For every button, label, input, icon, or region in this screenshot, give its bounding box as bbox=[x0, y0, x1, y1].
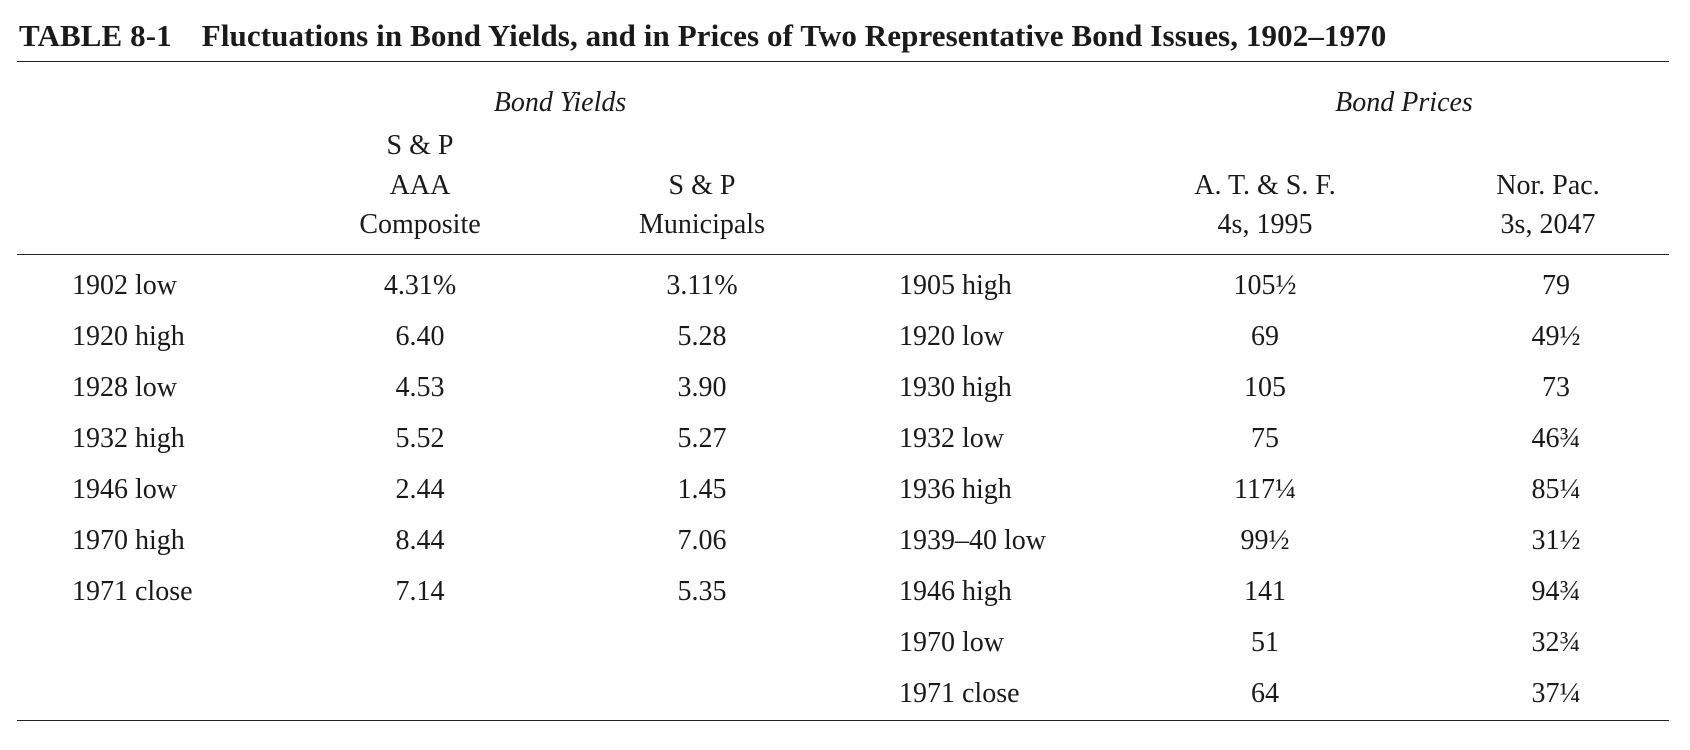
price-period-cell: 1936 high bbox=[899, 474, 1012, 505]
yield-muni-cell: 3.90 bbox=[677, 372, 727, 403]
yield-aaa-cell: 4.31% bbox=[383, 270, 457, 301]
header-atsf-line-2: 4s, 1995 bbox=[1217, 209, 1313, 240]
header-atsf-line-1: A. T. & S. F. bbox=[1194, 170, 1336, 201]
yield-muni-cell: 5.27 bbox=[677, 423, 727, 454]
price-norpac-cell: 46¾ bbox=[1531, 423, 1581, 454]
header-muni-line-1: S & P bbox=[668, 170, 736, 201]
price-atsf-cell: 105½ bbox=[1233, 270, 1297, 301]
bottom-rule bbox=[17, 720, 1669, 721]
yield-aaa-cell: 2.44 bbox=[395, 474, 445, 505]
price-atsf-cell: 141 bbox=[1244, 576, 1286, 607]
yield-aaa-cell: 7.14 bbox=[395, 576, 445, 607]
header-norpac-line-2: 3s, 2047 bbox=[1500, 209, 1596, 240]
price-period-cell: 1920 low bbox=[899, 321, 1004, 352]
yield-muni-cell: 1.45 bbox=[677, 474, 727, 505]
header-rule bbox=[17, 254, 1669, 255]
group-header-bond-yields: Bond Yields bbox=[493, 87, 627, 118]
yield-period-cell: 1946 low bbox=[72, 474, 177, 505]
header-muni-line-2: Municipals bbox=[639, 209, 765, 240]
price-norpac-cell: 85¼ bbox=[1531, 474, 1581, 505]
yield-muni-cell: 3.11% bbox=[666, 270, 738, 301]
price-norpac-cell: 79 bbox=[1542, 270, 1570, 301]
price-norpac-cell: 49½ bbox=[1531, 321, 1581, 352]
price-norpac-cell: 73 bbox=[1542, 372, 1570, 403]
yield-aaa-cell: 4.53 bbox=[395, 372, 445, 403]
yield-muni-cell: 5.28 bbox=[677, 321, 727, 352]
price-atsf-cell: 117¼ bbox=[1234, 474, 1296, 505]
group-header-bond-prices: Bond Prices bbox=[1335, 87, 1473, 118]
price-atsf-cell: 51 bbox=[1251, 627, 1279, 658]
yield-muni-cell: 5.35 bbox=[677, 576, 727, 607]
price-norpac-cell: 32¾ bbox=[1531, 627, 1581, 658]
price-norpac-cell: 37¼ bbox=[1531, 678, 1581, 709]
header-aaa-line-1: S & P bbox=[386, 130, 454, 161]
price-atsf-cell: 99½ bbox=[1240, 525, 1290, 556]
header-norpac-line-1: Nor. Pac. bbox=[1496, 170, 1600, 201]
price-period-cell: 1946 high bbox=[899, 576, 1012, 607]
yield-period-cell: 1920 high bbox=[72, 321, 185, 352]
table-title: TABLE 8-1 Fluctuations in Bond Yields, an… bbox=[19, 18, 1386, 54]
yield-period-cell: 1928 low bbox=[72, 372, 177, 403]
top-rule bbox=[17, 61, 1669, 62]
price-period-cell: 1939–40 low bbox=[899, 525, 1046, 556]
price-period-cell: 1932 low bbox=[899, 423, 1004, 454]
yield-aaa-cell: 5.52 bbox=[395, 423, 445, 454]
yield-period-cell: 1970 high bbox=[72, 525, 185, 556]
price-norpac-cell: 94¾ bbox=[1531, 576, 1581, 607]
price-period-cell: 1971 close bbox=[899, 678, 1020, 709]
yield-period-cell: 1932 high bbox=[72, 423, 185, 454]
price-atsf-cell: 64 bbox=[1251, 678, 1279, 709]
price-period-cell: 1930 high bbox=[899, 372, 1012, 403]
price-atsf-cell: 75 bbox=[1251, 423, 1279, 454]
yield-period-cell: 1902 low bbox=[72, 270, 177, 301]
price-atsf-cell: 69 bbox=[1251, 321, 1279, 352]
table-caption: Fluctuations in Bond Yields, and in Pric… bbox=[201, 18, 1387, 53]
header-aaa-line-2: AAA bbox=[389, 170, 451, 201]
header-aaa-line-3: Composite bbox=[359, 209, 481, 240]
yield-period-cell: 1971 close bbox=[72, 576, 193, 607]
price-period-cell: 1905 high bbox=[899, 270, 1012, 301]
yield-muni-cell: 7.06 bbox=[677, 525, 727, 556]
price-period-cell: 1970 low bbox=[899, 627, 1004, 658]
yield-aaa-cell: 8.44 bbox=[395, 525, 445, 556]
price-norpac-cell: 31½ bbox=[1531, 525, 1581, 556]
table-number: TABLE 8-1 bbox=[19, 18, 172, 53]
yield-aaa-cell: 6.40 bbox=[395, 321, 445, 352]
price-atsf-cell: 105 bbox=[1244, 372, 1286, 403]
